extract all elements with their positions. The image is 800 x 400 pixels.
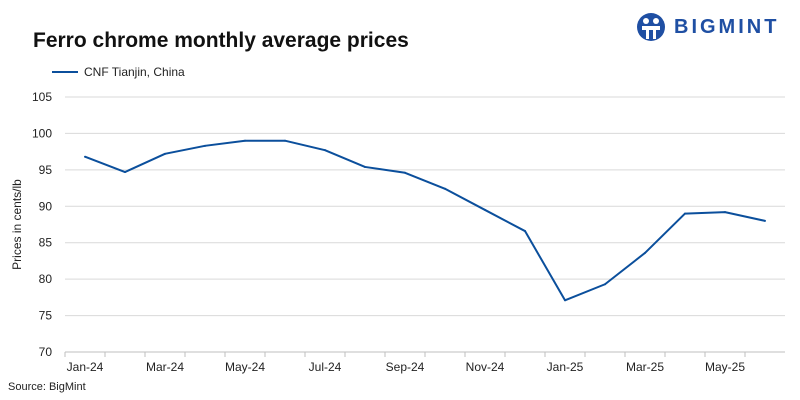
data-point	[724, 211, 726, 214]
x-tick-label: Nov-24	[466, 360, 505, 374]
bigmint-logo: BIGMINT	[636, 12, 779, 42]
data-point	[684, 212, 686, 215]
y-tick-label: 70	[39, 345, 53, 359]
y-tick-label: 95	[39, 163, 53, 177]
x-tick-label: Mar-25	[626, 360, 664, 374]
data-point	[404, 171, 406, 174]
series-line	[84, 139, 766, 302]
data-point	[604, 283, 606, 286]
logo-text: BIGMINT	[674, 15, 780, 38]
chart-title: Ferro chrome monthly average prices	[33, 29, 409, 52]
data-point	[324, 149, 326, 152]
x-tick-label: May-25	[705, 360, 745, 374]
x-tick-label: Jul-24	[309, 360, 342, 374]
y-tick-label: 80	[39, 272, 53, 286]
logo-icon	[637, 13, 665, 41]
data-point	[524, 230, 526, 233]
data-point	[284, 139, 286, 142]
x-tick-label: Jan-25	[547, 360, 584, 374]
source-note: Source: BigMint	[8, 381, 86, 393]
x-tick-label: Jan-24	[67, 360, 104, 374]
y-axis-label: Prices in cents/lb	[10, 179, 24, 270]
y-tick-label: 85	[39, 236, 53, 250]
legend-swatch	[52, 71, 78, 73]
legend: CNF Tianjin, China	[52, 65, 185, 79]
y-tick-label: 100	[32, 126, 52, 140]
x-tick-label: Mar-24	[146, 360, 184, 374]
legend-label: CNF Tianjin, China	[84, 65, 185, 79]
x-tick-label: May-24	[225, 360, 265, 374]
data-point	[764, 219, 766, 222]
data-point	[204, 144, 206, 147]
data-point	[444, 187, 446, 190]
data-point	[564, 299, 566, 302]
data-point	[364, 165, 366, 168]
data-point	[164, 152, 166, 155]
y-tick-label: 105	[32, 90, 52, 104]
x-tick-label: Sep-24	[386, 360, 425, 374]
data-point	[484, 208, 486, 211]
y-tick-label: 90	[39, 199, 53, 213]
data-point	[644, 251, 646, 254]
data-point	[124, 171, 126, 174]
data-point	[244, 139, 246, 142]
y-tick-label: 75	[39, 309, 53, 323]
data-point	[84, 155, 86, 158]
